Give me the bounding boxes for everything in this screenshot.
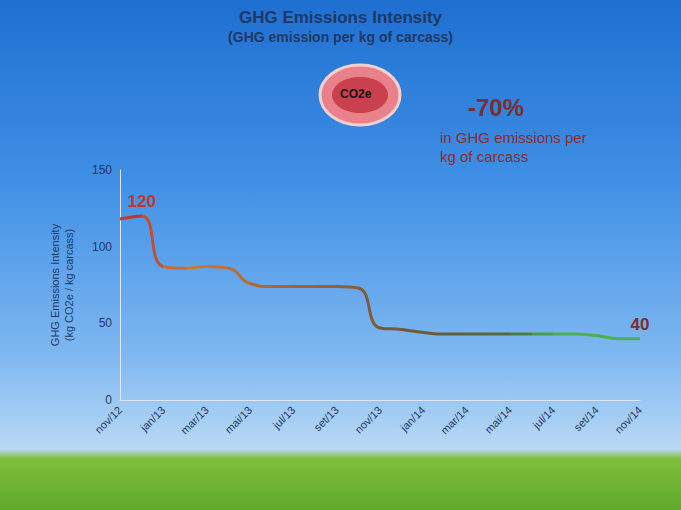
svg-text:GHG Emissions Intensity: GHG Emissions Intensity	[239, 8, 443, 27]
svg-text:150: 150	[92, 163, 112, 177]
svg-text:in GHG emissions per: in GHG emissions per	[440, 129, 591, 146]
svg-text:0: 0	[105, 393, 112, 407]
svg-text:CO2e: CO2e	[340, 87, 372, 101]
svg-text:jan/13: jan/13	[137, 404, 167, 434]
svg-text:-70%: -70%	[468, 94, 524, 121]
svg-text:mar/13: mar/13	[178, 404, 211, 437]
svg-text:50: 50	[99, 316, 113, 330]
svg-text:nov/12: nov/12	[92, 404, 124, 436]
svg-text:set/13: set/13	[311, 404, 341, 434]
svg-text:40: 40	[631, 315, 650, 334]
svg-text:jan/14: jan/14	[397, 404, 427, 434]
svg-text:mai/13: mai/13	[222, 404, 254, 436]
svg-text:(GHG emission per kg of carcas: (GHG emission per kg of carcass)	[228, 29, 453, 45]
svg-text:kg of carcass: kg of carcass	[440, 148, 528, 165]
svg-text:120: 120	[127, 192, 155, 211]
svg-text:set/14: set/14	[571, 404, 601, 434]
svg-text:nov/13: nov/13	[352, 404, 384, 436]
svg-text:mar/14: mar/14	[438, 404, 471, 437]
svg-text:mai/14: mai/14	[482, 404, 514, 436]
svg-text:100: 100	[92, 240, 112, 254]
svg-text:nov/14: nov/14	[612, 404, 644, 436]
svg-text:jul/13: jul/13	[270, 404, 298, 432]
svg-text:jul/14: jul/14	[530, 404, 558, 432]
svg-text:GHG Emissions Intensity: GHG Emissions Intensity	[49, 223, 61, 346]
svg-text:(kg CO2e / kg carcass): (kg CO2e / kg carcass)	[63, 229, 75, 341]
